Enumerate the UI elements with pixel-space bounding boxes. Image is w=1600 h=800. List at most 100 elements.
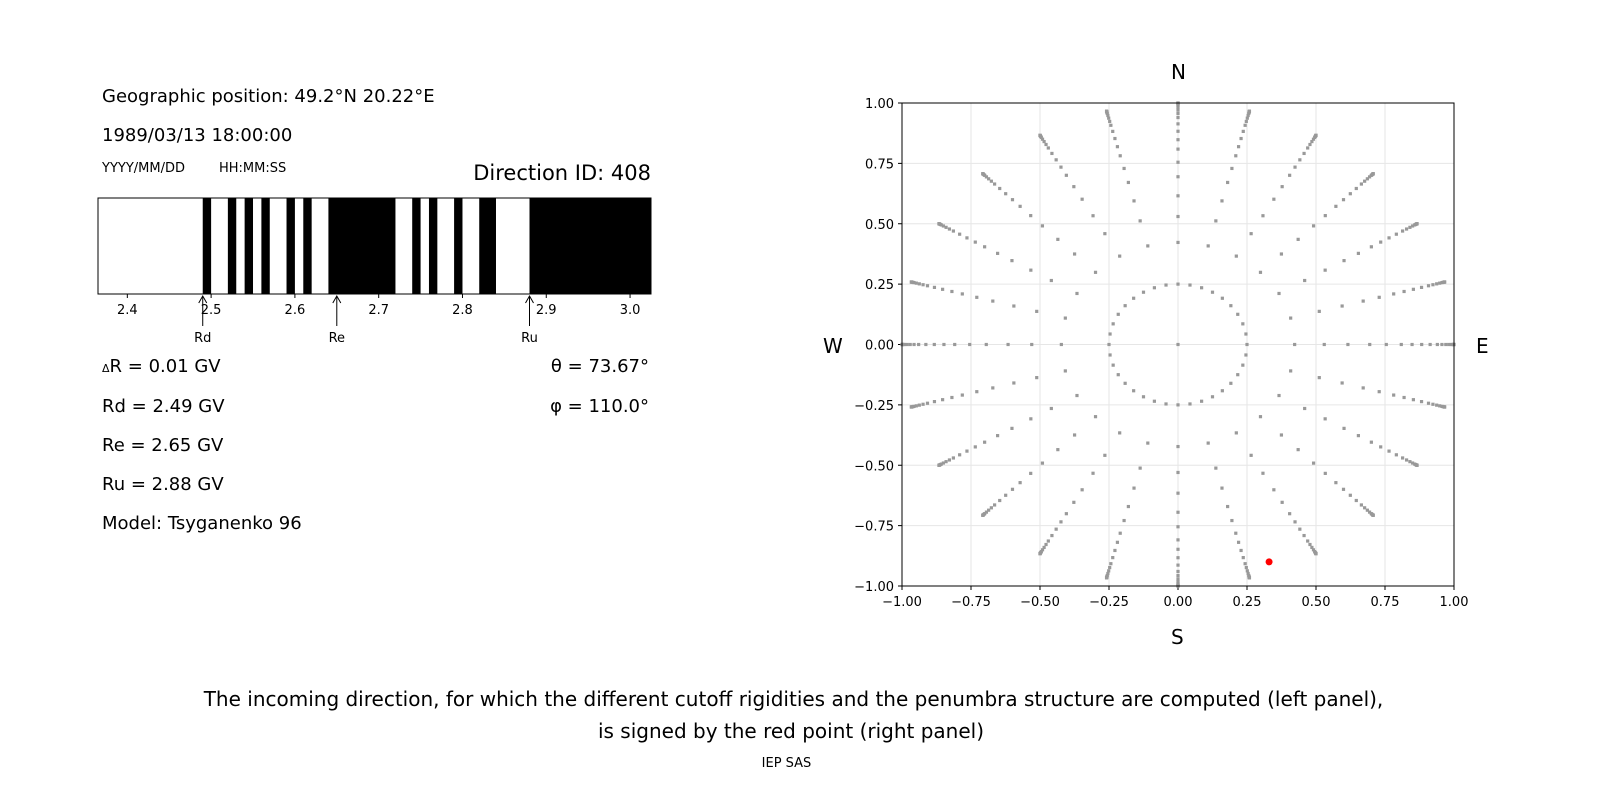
grid-point bbox=[1164, 402, 1168, 406]
grid-point bbox=[1435, 342, 1439, 347]
grid-point bbox=[1234, 531, 1238, 535]
grid-point bbox=[1132, 486, 1136, 490]
grid-point bbox=[981, 172, 985, 176]
grid-point bbox=[1363, 506, 1367, 510]
grid-point bbox=[1122, 518, 1126, 523]
grid-point bbox=[925, 284, 930, 288]
grid-point bbox=[905, 342, 909, 347]
grid-point bbox=[1176, 538, 1180, 542]
grid-point bbox=[1404, 458, 1409, 462]
grid-point bbox=[1176, 573, 1180, 578]
grid-point bbox=[1040, 461, 1045, 465]
grid-point bbox=[1042, 139, 1046, 144]
grid-point bbox=[1146, 441, 1150, 445]
grid-point bbox=[1106, 113, 1110, 118]
grid-point bbox=[937, 222, 941, 226]
penumbra-band bbox=[328, 198, 396, 294]
grid-point bbox=[1176, 342, 1180, 347]
grid-point bbox=[1206, 441, 1210, 445]
grid-point bbox=[1229, 381, 1233, 385]
grid-point bbox=[981, 513, 985, 517]
x-tick-label: 2.7 bbox=[368, 303, 389, 318]
grid-point bbox=[1308, 542, 1312, 547]
grid-point bbox=[975, 390, 979, 394]
grid-point bbox=[1241, 322, 1245, 326]
grid-point bbox=[1279, 433, 1284, 437]
theta: θ = 73.67° bbox=[550, 356, 649, 377]
grid-point bbox=[1415, 222, 1419, 226]
grid-point bbox=[1050, 533, 1054, 538]
grid-point bbox=[1029, 471, 1033, 475]
grid-point bbox=[1361, 386, 1365, 390]
grid-point bbox=[1123, 381, 1127, 385]
grid-point bbox=[1334, 204, 1338, 208]
grid-point bbox=[941, 461, 945, 465]
grid-point bbox=[1411, 398, 1415, 402]
grid-point bbox=[1245, 116, 1249, 120]
grid-point bbox=[1367, 510, 1372, 514]
grid-point bbox=[996, 251, 1000, 255]
grid-point bbox=[1340, 381, 1344, 385]
grid-point bbox=[968, 342, 972, 347]
grid-point bbox=[937, 463, 941, 467]
penumbra-band bbox=[261, 198, 270, 294]
delta-symbol: Δ bbox=[102, 362, 110, 375]
grid-point bbox=[1123, 304, 1127, 308]
grid-point bbox=[951, 229, 955, 233]
grid-point bbox=[1236, 373, 1240, 377]
grid-point bbox=[1444, 342, 1448, 347]
grid-point bbox=[1365, 508, 1369, 512]
grid-point bbox=[1323, 417, 1327, 421]
grid-point bbox=[1247, 109, 1252, 113]
grid-point bbox=[1176, 510, 1180, 514]
x-tick-label: 2.9 bbox=[536, 303, 557, 318]
grid-point bbox=[1234, 154, 1238, 158]
grid-point bbox=[1093, 415, 1098, 419]
grid-point bbox=[1042, 545, 1046, 550]
grid-point bbox=[1010, 426, 1014, 430]
grid-point bbox=[1368, 342, 1372, 347]
grid-point bbox=[1108, 353, 1112, 357]
grid-point bbox=[941, 398, 945, 402]
y-tick-label: −0.50 bbox=[854, 459, 894, 474]
model: Model: Tsyganenko 96 bbox=[102, 513, 302, 534]
grid-point bbox=[1111, 363, 1115, 367]
grid-point bbox=[1404, 227, 1409, 231]
grid-point bbox=[1426, 401, 1431, 405]
grid-point bbox=[1247, 576, 1252, 580]
grid-point bbox=[909, 405, 914, 409]
grid-point bbox=[1377, 295, 1381, 299]
x-tick-label: −0.50 bbox=[1020, 595, 1060, 610]
x-tick-label: 0.75 bbox=[1371, 595, 1400, 610]
grid-point bbox=[1108, 565, 1112, 570]
grid-point bbox=[1176, 563, 1180, 567]
grid-point bbox=[1288, 173, 1292, 177]
grid-point bbox=[1141, 290, 1146, 294]
ru-value: Ru = 2.88 GV bbox=[102, 474, 224, 495]
grid-point bbox=[1049, 406, 1053, 411]
grid-point bbox=[1402, 395, 1406, 400]
grid-point bbox=[1176, 160, 1180, 164]
grid-point bbox=[1176, 556, 1180, 560]
penumbra-band bbox=[529, 198, 651, 294]
grid-point bbox=[998, 186, 1002, 191]
grid-point bbox=[1293, 520, 1297, 524]
x-tick-label: 1.00 bbox=[1440, 595, 1469, 610]
grid-point bbox=[965, 236, 969, 240]
grid-point bbox=[1199, 399, 1204, 403]
grid-point bbox=[1369, 245, 1373, 249]
grid-point bbox=[941, 224, 945, 228]
grid-point bbox=[1379, 445, 1383, 449]
y-tick-label: −1.00 bbox=[854, 580, 894, 595]
grid-point bbox=[1346, 342, 1350, 347]
grid-point bbox=[987, 177, 991, 181]
direction-id: Direction ID: 408 bbox=[473, 161, 651, 185]
grid-point bbox=[1258, 270, 1263, 274]
compass-e: E bbox=[1476, 334, 1489, 358]
y-tick-label: 0.25 bbox=[865, 278, 894, 293]
x-tick-label: 3.0 bbox=[620, 303, 641, 318]
grid-point bbox=[1132, 296, 1136, 300]
grid-point bbox=[1206, 244, 1210, 248]
grid-point bbox=[1431, 283, 1435, 287]
grid-point bbox=[1229, 304, 1233, 308]
